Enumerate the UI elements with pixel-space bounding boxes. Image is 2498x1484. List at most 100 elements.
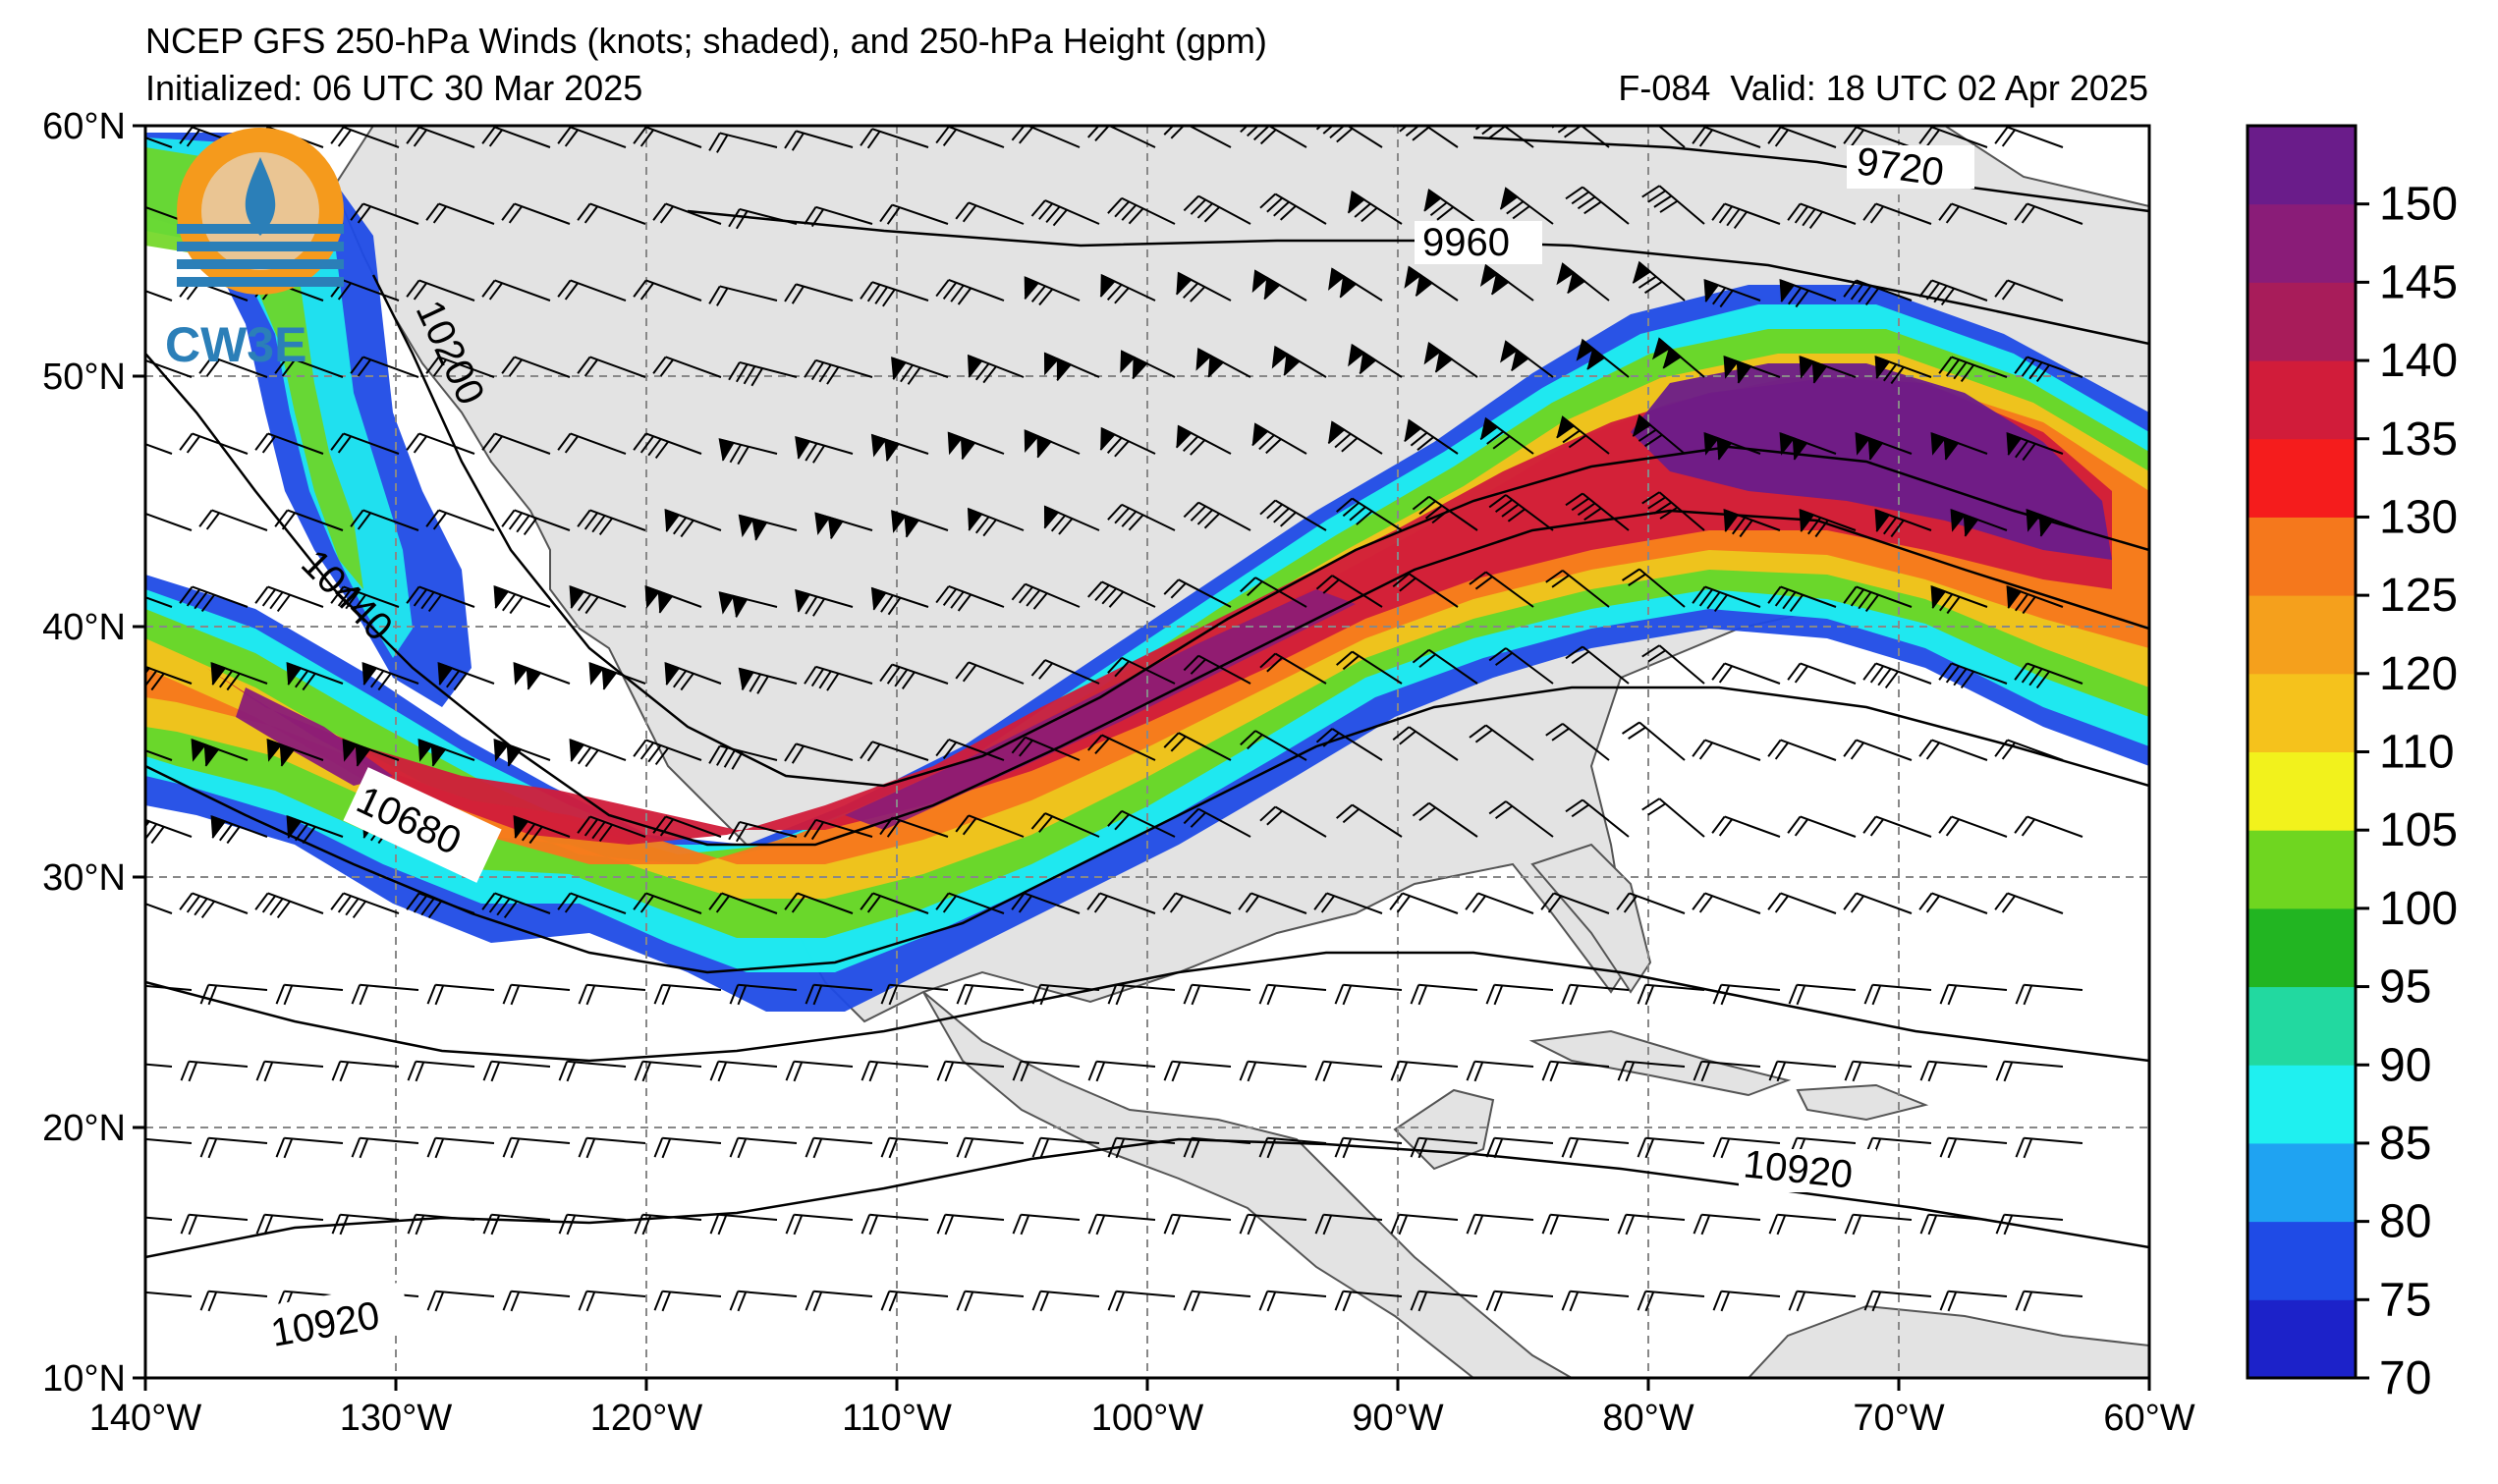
wind-barb [709, 1213, 778, 1236]
wind-barb [1087, 734, 1156, 761]
wind-barb [199, 983, 268, 1006]
lat-label-20n: 20°N [42, 1108, 126, 1149]
wind-barb [1087, 1213, 1156, 1236]
wind-barb [1240, 126, 1307, 148]
wind-barb [1693, 1060, 1761, 1082]
wind-barb [708, 285, 778, 306]
wind-barb [330, 892, 400, 919]
wind-barb [493, 739, 551, 767]
wind-barb [1787, 815, 1857, 838]
wind-barb [1918, 892, 1988, 914]
wind-barb [1258, 983, 1327, 1006]
jet-band-150-east [1631, 363, 2112, 560]
wind-barb [860, 1213, 929, 1236]
contour-label-bg-9960 [1415, 221, 1542, 264]
wind-barb [501, 202, 571, 225]
wind-barb [145, 892, 173, 914]
wind-barb [145, 739, 173, 761]
wind-barb [1012, 1060, 1081, 1082]
wind-barb [880, 1290, 949, 1312]
wind-barb [578, 1290, 646, 1312]
wind-barb [1788, 1290, 1857, 1312]
wind-barb [1779, 432, 1837, 461]
wind-barb [1767, 739, 1837, 761]
wind-barb [1488, 494, 1554, 531]
wind-barb [1919, 1060, 1988, 1082]
wind-barb [1843, 739, 1913, 761]
wind-barb [935, 126, 1005, 148]
wind-barb [502, 1136, 571, 1159]
wind-barb [1469, 724, 1534, 761]
wind-barb [1712, 1136, 1781, 1159]
wind-barb [1389, 892, 1459, 914]
wind-barb [947, 431, 1005, 461]
wind-barb [1628, 126, 1686, 148]
wind-barb [1561, 1136, 1630, 1159]
lon-label-90w: 90°W [1352, 1398, 1443, 1439]
wind-barb [1938, 202, 2008, 225]
wind-barb [1561, 983, 1630, 1006]
wind-barb [1692, 892, 1761, 914]
colorbar-segment [2248, 203, 2356, 283]
colorbar-label: 120 [2379, 648, 2458, 700]
wind-barb [425, 202, 495, 225]
colorbar-segment [2248, 126, 2356, 205]
wind-barb [634, 1060, 702, 1082]
wind-barb [729, 1136, 798, 1159]
wind-barb [569, 585, 627, 615]
wind-barb [1239, 1213, 1307, 1236]
wind-barb [1183, 1290, 1251, 1312]
wind-barb [180, 1060, 249, 1082]
lon-label-80w: 80°W [1602, 1398, 1693, 1439]
wind-barb [2015, 1290, 2083, 1312]
wind-barb [199, 1290, 268, 1312]
wind-barb [1043, 352, 1100, 381]
wind-barb [955, 661, 1025, 685]
wind-barb [274, 356, 344, 378]
wind-barb [664, 662, 722, 691]
wind-barb [633, 892, 702, 914]
wind-barb [1565, 186, 1630, 225]
wind-barb [198, 356, 268, 378]
wind-barb [1239, 1060, 1307, 1082]
wind-barb [275, 983, 344, 1006]
wind-barb [437, 662, 495, 691]
wind-barb [1556, 262, 1610, 302]
wind-barbs [145, 126, 2083, 1312]
wind-barb [501, 509, 571, 536]
wind-barb [805, 1290, 873, 1312]
wind-barb [935, 279, 1005, 305]
cw3e-logo-icon: CW3E [165, 128, 344, 372]
wind-barb [1347, 190, 1403, 225]
land-yucatan [1393, 1088, 1495, 1171]
wind-barb [1994, 739, 2064, 761]
wind-barb [1641, 185, 1705, 225]
axis-ticks [133, 124, 2151, 1391]
wind-barb [425, 509, 495, 531]
wind-barb [1404, 265, 1459, 302]
wind-barb [1787, 202, 1857, 230]
wind-barb [633, 739, 702, 766]
wind-barb [1240, 577, 1307, 608]
wind-barb [1995, 1213, 2064, 1236]
wind-barb [1163, 732, 1232, 761]
wind-barb [1031, 983, 1100, 1006]
wind-barb [255, 1060, 324, 1082]
wind-barb [633, 432, 702, 460]
wind-barb [417, 739, 475, 767]
wind-barb [1768, 1060, 1837, 1082]
wind-barb [879, 203, 949, 225]
wind-barb [880, 1136, 949, 1159]
wind-barb [406, 279, 475, 302]
wind-barb [331, 1060, 400, 1082]
wind-barb [785, 1213, 854, 1236]
wind-barb [1163, 578, 1232, 608]
logo-text: CW3E [165, 317, 306, 372]
wind-barb [1162, 892, 1232, 914]
wind-barb [330, 585, 400, 613]
wind-barb [1423, 188, 1478, 225]
wind-barb [1703, 432, 1761, 461]
wind-barb [1541, 1060, 1610, 1082]
wind-barb [784, 283, 854, 304]
lat-label-30n: 30°N [42, 857, 126, 899]
